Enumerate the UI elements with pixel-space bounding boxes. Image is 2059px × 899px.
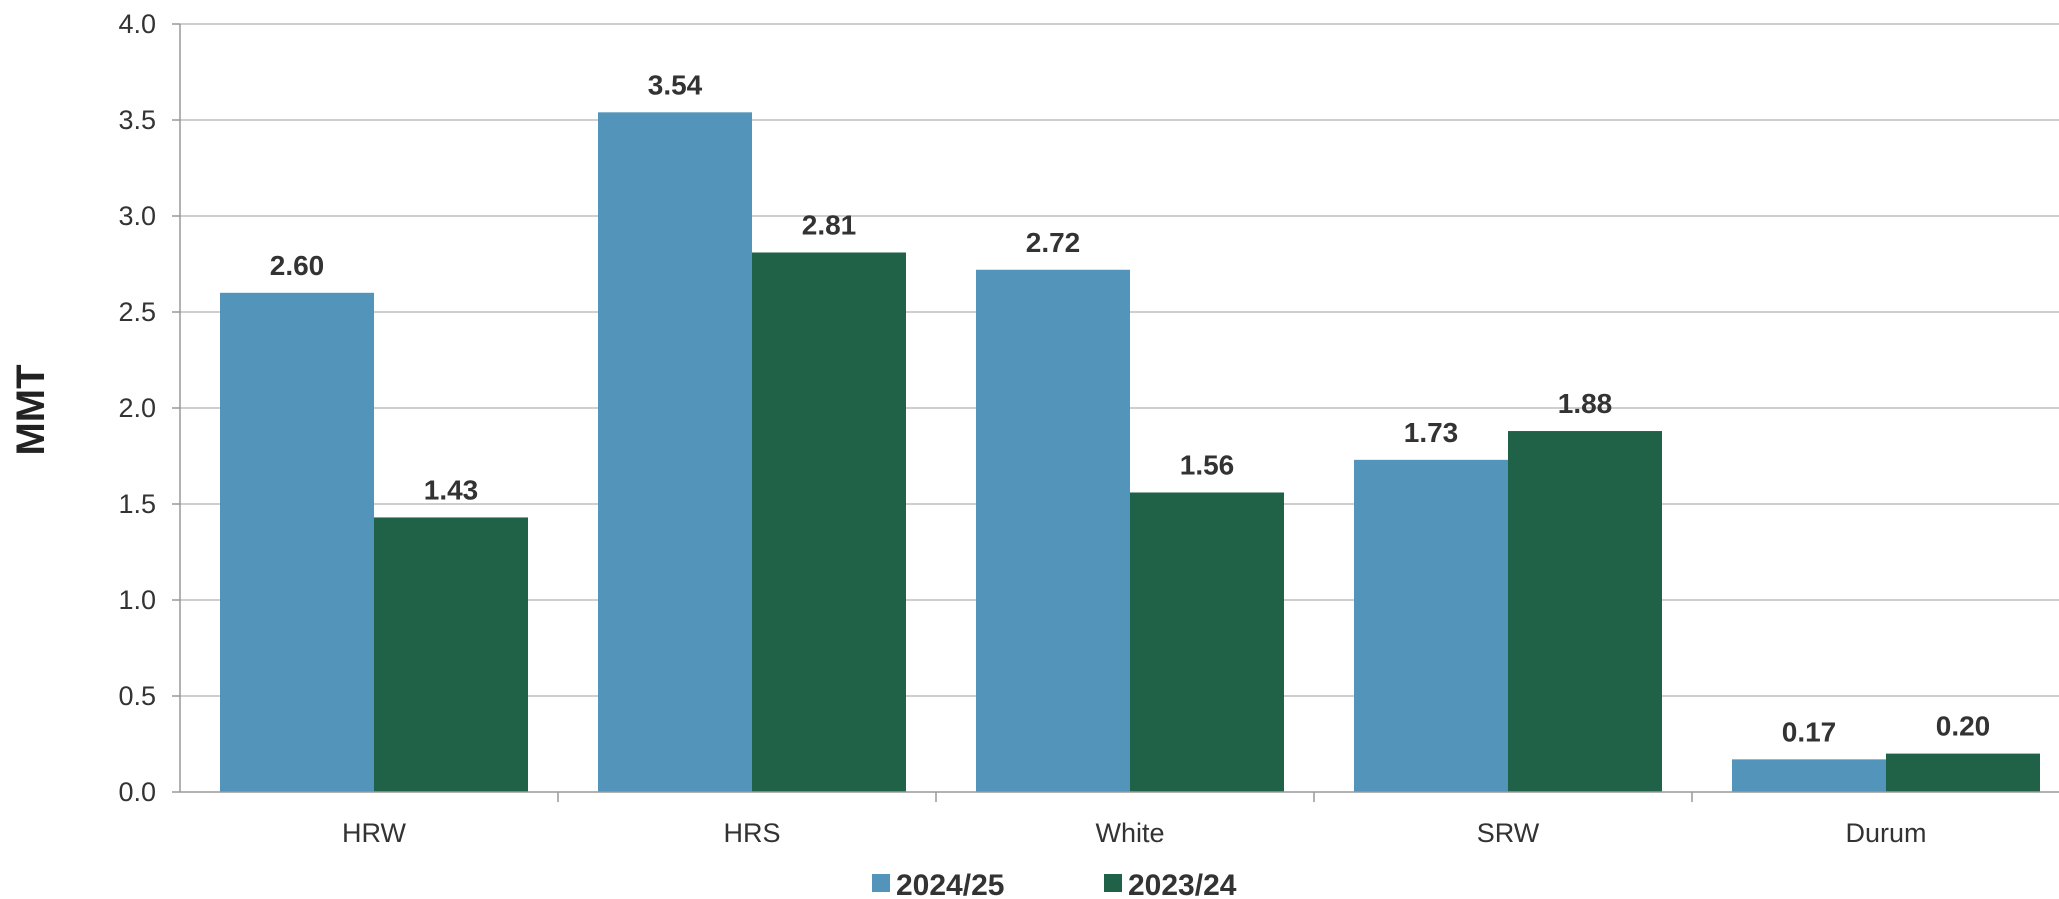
data-label: 1.43 bbox=[424, 474, 479, 505]
bar bbox=[1508, 431, 1662, 792]
data-label: 1.73 bbox=[1404, 417, 1459, 448]
x-tick-label: HRW bbox=[342, 818, 407, 848]
y-axis-label: MMT bbox=[9, 364, 53, 455]
bar bbox=[1130, 492, 1284, 792]
y-tick-label: 2.5 bbox=[118, 297, 156, 327]
data-label: 2.81 bbox=[802, 209, 857, 240]
data-label: 1.88 bbox=[1558, 388, 1613, 419]
y-tick-label: 2.0 bbox=[118, 393, 156, 423]
y-tick-label: 0.0 bbox=[118, 777, 156, 807]
legend-label: 2024/25 bbox=[896, 869, 1004, 899]
bars bbox=[220, 112, 2040, 793]
x-tick-label: White bbox=[1095, 818, 1164, 848]
y-axis-ticks: 0.0 0.5 1.0 1.5 2.0 2.5 3.0 3.5 4.0 bbox=[118, 9, 180, 807]
x-tick-label: SRW bbox=[1477, 818, 1540, 848]
data-labels: 2.60 1.43 3.54 2.81 2.72 1.56 1.73 1.88 0.17 0.20 bbox=[270, 69, 1991, 747]
data-label: 1.56 bbox=[1180, 449, 1235, 480]
y-tick-label: 3.0 bbox=[118, 201, 156, 231]
x-axis: HRW HRS White SRW Durum bbox=[179, 24, 2059, 848]
legend-label: 2023/24 bbox=[1128, 869, 1237, 899]
x-tick-label: Durum bbox=[1845, 818, 1926, 848]
x-tick-label: HRS bbox=[723, 818, 780, 848]
y-tick-label: 4.0 bbox=[118, 9, 156, 39]
data-label: 3.54 bbox=[648, 69, 703, 100]
bar bbox=[1732, 759, 1886, 792]
data-label: 0.20 bbox=[1936, 711, 1991, 742]
bar bbox=[976, 269, 1130, 792]
legend-swatch bbox=[872, 874, 890, 892]
data-label: 2.60 bbox=[270, 250, 325, 281]
bar bbox=[752, 252, 906, 793]
data-label: 2.72 bbox=[1026, 227, 1081, 258]
y-tick-label: 3.5 bbox=[118, 105, 156, 135]
y-tick-label: 1.0 bbox=[118, 585, 156, 615]
bar bbox=[1886, 753, 2040, 792]
y-tick-label: 1.5 bbox=[118, 489, 156, 519]
data-label: 0.17 bbox=[1782, 716, 1837, 747]
y-tick-label: 0.5 bbox=[118, 681, 156, 711]
legend-swatch bbox=[1104, 874, 1122, 892]
bar bbox=[374, 517, 528, 792]
bar bbox=[598, 112, 752, 792]
bar bbox=[1354, 459, 1508, 792]
legend: 2024/25 2023/24 bbox=[872, 869, 1237, 899]
bar bbox=[220, 292, 374, 792]
